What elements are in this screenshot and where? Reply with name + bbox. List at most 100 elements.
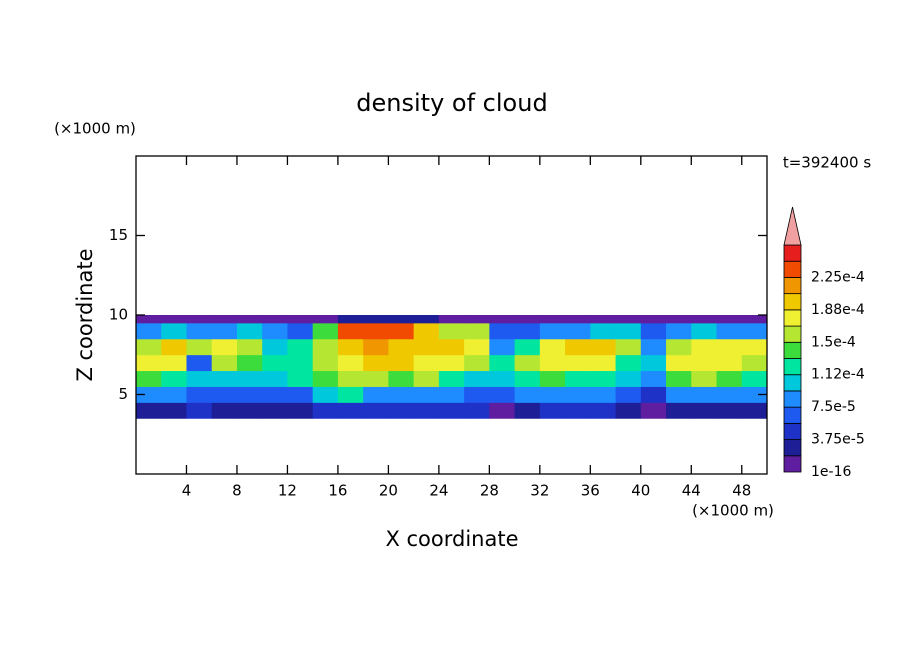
contour-cell: [186, 315, 213, 324]
contour-cell: [539, 338, 566, 356]
contour-cell: [388, 338, 415, 356]
contour-cell: [312, 322, 339, 340]
x-tick-label: 24: [429, 482, 448, 500]
contour-cell: [211, 338, 238, 356]
contour-cell: [666, 315, 692, 324]
x-tick-label: 20: [379, 482, 398, 500]
y-tick-label: 15: [109, 226, 128, 244]
contour-cell: [262, 338, 288, 356]
contour-cell: [640, 402, 667, 419]
contour-cell: [211, 386, 238, 403]
contour-cell: [312, 370, 339, 387]
contour-cell: [615, 370, 642, 387]
contour-cell: [388, 354, 415, 372]
colorbar-band: [783, 325, 802, 343]
contour-cell: [489, 315, 515, 324]
contour-cell: [236, 354, 263, 372]
contour-cell: [514, 370, 541, 387]
contour-cell: [590, 402, 616, 419]
contour-cell: [438, 338, 465, 356]
contour-cell: [211, 322, 238, 340]
contour-cell: [236, 338, 263, 356]
contour-cell: [565, 354, 591, 372]
contour-cell: [363, 315, 389, 324]
x-tick-label: 4: [182, 482, 192, 500]
contour-cell: [640, 370, 667, 387]
colorbar-band: [783, 374, 802, 392]
colorbar-band: [783, 277, 802, 295]
contour-cell: [262, 322, 288, 340]
contour-cell: [691, 322, 717, 340]
contour-cell: [262, 370, 288, 387]
contour-cell: [211, 315, 238, 324]
contour-cell: [514, 402, 541, 419]
contour-cell: [691, 402, 717, 419]
contour-cell: [489, 338, 515, 356]
contour-cell: [438, 322, 465, 340]
contour-cell: [136, 402, 162, 419]
contour-cell: [640, 322, 667, 340]
contour-cell: [287, 322, 314, 340]
x-tick-label: 32: [530, 482, 549, 500]
contour-cell: [161, 315, 187, 324]
colorbar-band: [783, 358, 802, 376]
annotation: t=392400 s: [783, 154, 871, 172]
contour-cell: [666, 338, 692, 356]
contour-cell: [287, 386, 314, 403]
x-tick-label: 36: [581, 482, 600, 500]
contour-cell: [615, 386, 642, 403]
contour-cell: [262, 315, 288, 324]
contour-cell: [363, 354, 389, 372]
contour-cell: [136, 370, 162, 387]
contour-cell: [464, 338, 490, 356]
contour-cell: [615, 402, 642, 419]
contour-cell: [136, 315, 162, 324]
contour-cell: [136, 354, 162, 372]
contour-cell: [615, 322, 642, 340]
contour-cell: [413, 354, 440, 372]
contour-cell: [590, 338, 616, 356]
contour-cell: [716, 402, 743, 419]
contour-cell: [716, 370, 743, 387]
contour-cell: [666, 402, 692, 419]
contour-cell: [186, 338, 213, 356]
contour-cell: [388, 386, 415, 403]
x-axis-title: X coordinate: [385, 527, 518, 551]
x-tick-label: 44: [682, 482, 701, 500]
contour-cell: [539, 315, 566, 324]
contour-cell: [716, 354, 743, 372]
colorbar-label: 2.25e-4: [811, 269, 865, 285]
contour-cell: [161, 322, 187, 340]
contour-cell: [413, 386, 440, 403]
contour-cell: [287, 338, 314, 356]
contour-cell: [438, 402, 465, 419]
contour-cell: [489, 370, 515, 387]
contour-cell: [514, 322, 541, 340]
contour-cell: [161, 354, 187, 372]
contour-cell: [236, 386, 263, 403]
contour-cell: [388, 322, 415, 340]
contour-cell: [691, 338, 717, 356]
contour-cell: [565, 402, 591, 419]
contour-cell: [514, 338, 541, 356]
contour-cell: [615, 354, 642, 372]
contour-cell: [186, 370, 213, 387]
contour-cell: [186, 386, 213, 403]
contour-cell: [590, 315, 616, 324]
contour-cell: [438, 354, 465, 372]
contour-cell: [161, 338, 187, 356]
contour-cell: [539, 402, 566, 419]
x-tick-label: 8: [232, 482, 242, 500]
contour-cell: [565, 386, 591, 403]
contour-cell: [615, 338, 642, 356]
contour-cell: [186, 354, 213, 372]
colorbar-band: [783, 439, 802, 457]
contour-cell: [413, 370, 440, 387]
contour-cell: [741, 322, 768, 340]
x-tick-label: 16: [328, 482, 347, 500]
colorbar-label: 1.5e-4: [811, 334, 856, 350]
contour-cell: [640, 315, 667, 324]
contour-cell: [312, 315, 339, 324]
contour-cell: [388, 315, 415, 324]
contour-cell: [161, 370, 187, 387]
